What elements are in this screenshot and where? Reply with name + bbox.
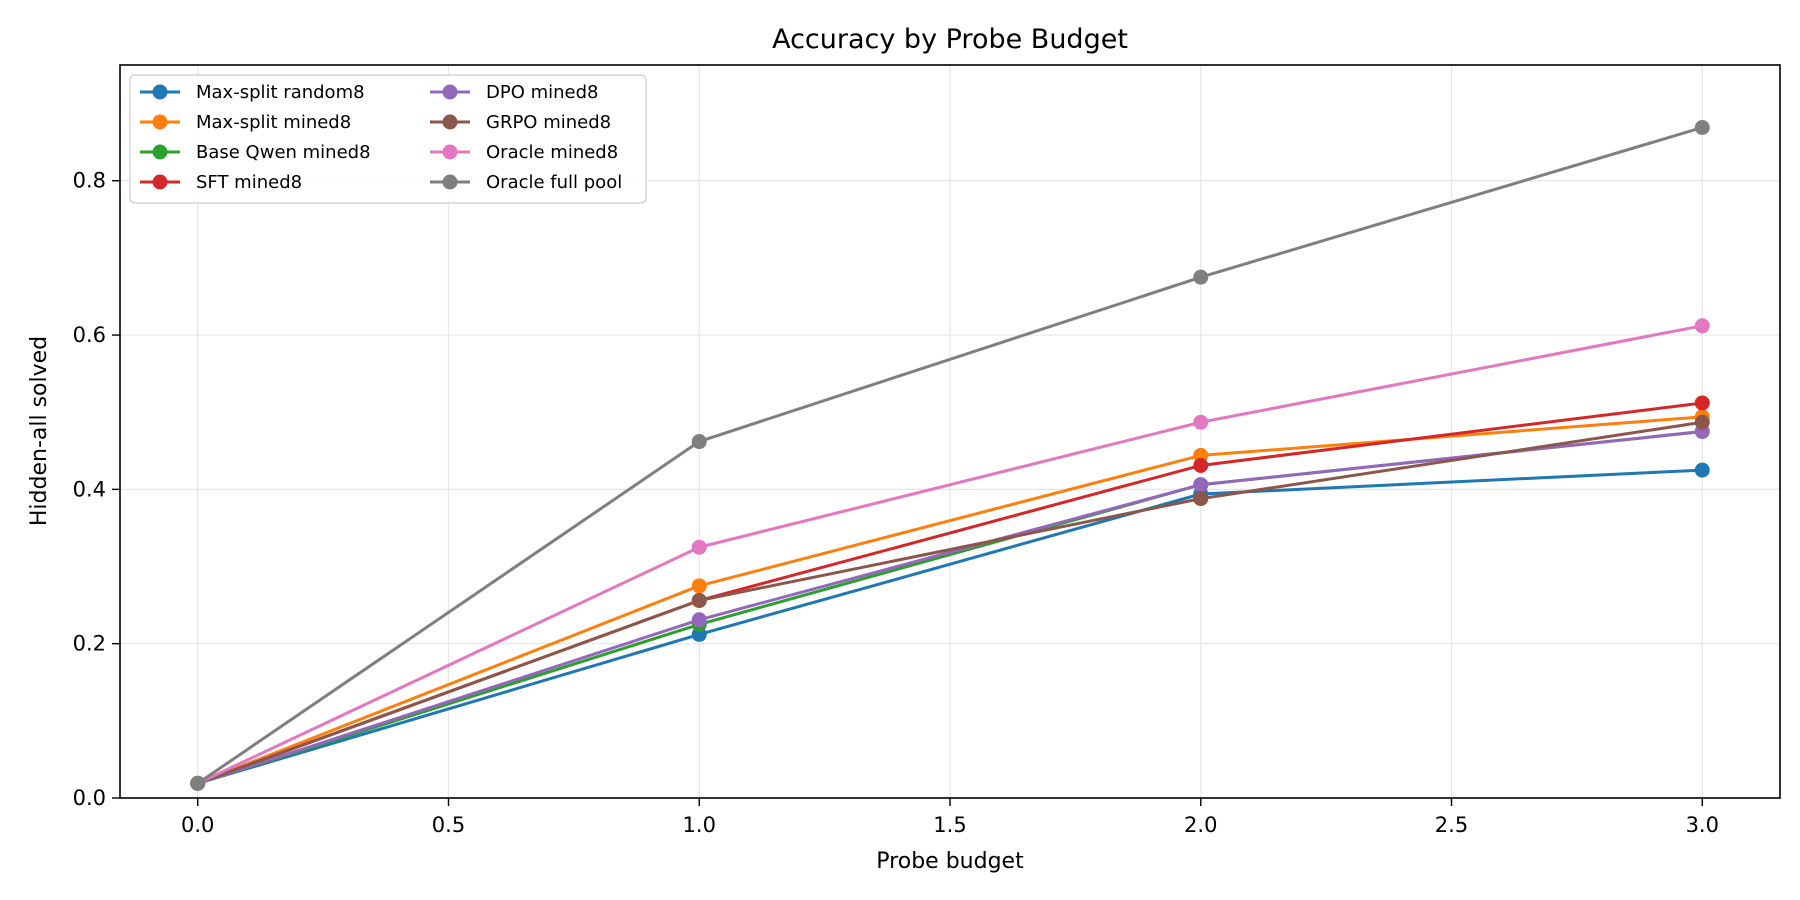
data-point — [1193, 477, 1209, 493]
data-point — [1694, 318, 1710, 334]
series-line — [197, 468, 1703, 785]
y-tick-label: 0.6 — [73, 323, 106, 347]
y-axis-label: Hidden-all solved — [27, 336, 52, 526]
legend-marker — [152, 144, 168, 160]
series-oracle-full-pool — [190, 119, 1710, 791]
x-tick-label: 1.0 — [683, 813, 716, 837]
legend-marker — [152, 174, 168, 190]
data-point — [1694, 414, 1710, 430]
x-tick-label: 3.0 — [1686, 813, 1719, 837]
legend-marker — [442, 174, 458, 190]
legend-marker — [152, 114, 168, 130]
y-tick-label: 0.8 — [73, 169, 106, 193]
x-tick-label: 0.0 — [181, 813, 214, 837]
data-point — [1694, 395, 1710, 411]
series-line — [197, 430, 1703, 785]
x-tick-label: 1.5 — [933, 813, 966, 837]
legend-item: DPO mined8 — [430, 82, 599, 103]
data-point — [691, 539, 707, 555]
data-point — [691, 434, 707, 450]
series-grpo-mined8 — [190, 414, 1710, 791]
legend-box — [129, 74, 647, 204]
legend-item: Max-split mined8 — [140, 112, 351, 133]
series-group — [190, 119, 1710, 791]
legend-item: Oracle full pool — [430, 172, 622, 193]
legend-label: SFT mined8 — [196, 172, 302, 193]
legend-item: GRPO mined8 — [430, 112, 611, 133]
legend-label: Oracle full pool — [486, 172, 622, 193]
series-line — [196, 126, 1703, 785]
x-tick-label: 2.0 — [1184, 813, 1217, 837]
legend-label: Max-split mined8 — [196, 112, 351, 133]
data-point — [1694, 462, 1710, 478]
legend-marker — [442, 144, 458, 160]
y-tick-label: 0.0 — [73, 786, 106, 810]
data-point — [691, 612, 707, 628]
series-line — [197, 324, 1703, 785]
series-line — [197, 415, 1703, 785]
data-point — [691, 578, 707, 594]
data-point — [1193, 491, 1209, 507]
x-tick-label: 2.5 — [1435, 813, 1468, 837]
x-tick-label: 0.5 — [432, 813, 465, 837]
data-point — [1193, 269, 1209, 285]
legend-marker — [442, 84, 458, 100]
legend-item: Base Qwen mined8 — [140, 142, 371, 163]
legend-item: Oracle mined8 — [430, 142, 618, 163]
data-point — [1193, 457, 1209, 473]
legend-label: Oracle mined8 — [486, 142, 618, 163]
y-tick-label: 0.4 — [73, 477, 106, 501]
legend-label: DPO mined8 — [486, 82, 599, 103]
legend-item: Max-split random8 — [140, 82, 365, 103]
x-axis-label: Probe budget — [876, 849, 1024, 874]
y-tick-label: 0.2 — [73, 632, 106, 656]
legend-label: Base Qwen mined8 — [196, 142, 371, 163]
legend-label: GRPO mined8 — [486, 112, 611, 133]
legend-marker — [152, 84, 168, 100]
legend-label: Max-split random8 — [196, 82, 365, 103]
chart-title: Accuracy by Probe Budget — [772, 24, 1128, 55]
legend-marker — [442, 114, 458, 130]
data-point — [1193, 414, 1209, 430]
data-point — [691, 592, 707, 608]
axis-ticks: 0.0 0.5 1.0 1.5 2.0 2.5 3.0 0.0 0.2 0.4 0.6 0.8 — [73, 169, 1719, 837]
data-point — [190, 775, 206, 791]
data-point — [1694, 119, 1710, 135]
legend-item: SFT mined8 — [140, 172, 302, 193]
legend: Max-split random8 Max-split mined8 Base Qw… — [129, 74, 647, 204]
series-line — [197, 420, 1703, 785]
